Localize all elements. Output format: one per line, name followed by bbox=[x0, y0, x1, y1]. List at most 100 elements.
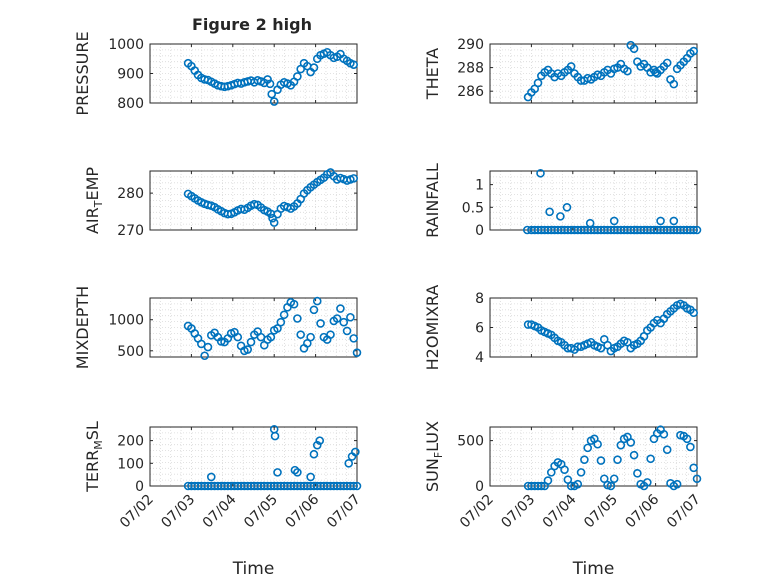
data-point bbox=[669, 216, 679, 226]
data-point bbox=[580, 455, 589, 464]
y-tick-label: 270 bbox=[117, 223, 144, 239]
data-point bbox=[599, 474, 609, 484]
data-point bbox=[593, 439, 602, 449]
data-point bbox=[566, 62, 576, 71]
x-tick-label: 07/04 bbox=[540, 491, 580, 531]
data-point bbox=[606, 481, 616, 491]
axes-background bbox=[150, 427, 357, 486]
subplot-7: 07/02 07/03 07/04 07/05 07/06 07/07 0 100 200 TER… bbox=[83, 421, 364, 579]
data-point bbox=[349, 481, 358, 491]
x-tick-label: 07/05 bbox=[241, 492, 281, 532]
data-point bbox=[556, 212, 565, 221]
data-point bbox=[279, 310, 289, 320]
data-point bbox=[312, 440, 322, 450]
data-point bbox=[289, 299, 299, 309]
y-tick-label: 6 bbox=[475, 321, 484, 337]
y-tick-label: 280 bbox=[117, 186, 144, 202]
x-tick-label: 07/02 bbox=[457, 492, 497, 532]
data-point bbox=[662, 445, 672, 454]
data-point bbox=[270, 431, 280, 441]
y-tick-label: 100 bbox=[117, 456, 144, 472]
data-point bbox=[206, 472, 216, 482]
data-point bbox=[233, 332, 243, 342]
data-point bbox=[351, 447, 360, 457]
data-point bbox=[266, 332, 276, 342]
data-point bbox=[276, 317, 286, 327]
data-point bbox=[585, 218, 595, 228]
data-point bbox=[546, 468, 556, 477]
data-point bbox=[197, 339, 206, 349]
y-tick-label: 0 bbox=[135, 479, 144, 495]
data-point bbox=[689, 46, 698, 56]
data-point bbox=[533, 78, 543, 88]
data-point bbox=[633, 468, 642, 478]
data-point bbox=[692, 474, 702, 484]
axes-box bbox=[149, 170, 358, 231]
y-axis-label: H2OMIXRA bbox=[423, 285, 442, 371]
data-point bbox=[626, 438, 636, 447]
y-tick-label: 4 bbox=[475, 350, 484, 366]
y-tick-label: 200 bbox=[117, 434, 144, 450]
y-tick-label: 288 bbox=[457, 61, 484, 77]
subplot-8: 07/02 07/03 07/04 07/05 07/06 07/07 0 500 SUNFLU… bbox=[423, 421, 704, 579]
data-point bbox=[309, 449, 319, 459]
x-tick-label: 07/07 bbox=[324, 492, 364, 532]
data-point bbox=[342, 326, 352, 336]
y-axis-label: TERRMSL bbox=[83, 421, 105, 493]
data-point bbox=[312, 296, 322, 306]
data-point bbox=[306, 472, 315, 482]
data-point bbox=[643, 478, 652, 487]
axes-box bbox=[489, 426, 698, 487]
axes-box bbox=[149, 297, 358, 358]
figure-title: Figure 2 high bbox=[192, 15, 312, 34]
x-tick-label: 07/07 bbox=[664, 492, 704, 532]
data-point bbox=[315, 436, 325, 445]
y-tick-label: 500 bbox=[457, 434, 484, 450]
data-point bbox=[543, 476, 553, 485]
data-point bbox=[349, 334, 358, 343]
y-axis-label: RAINFALL bbox=[423, 163, 442, 238]
data-point bbox=[583, 443, 593, 453]
data-point bbox=[352, 348, 362, 357]
axes-background bbox=[150, 298, 357, 357]
data-point bbox=[243, 345, 253, 354]
data-point bbox=[296, 330, 305, 339]
data-point bbox=[200, 351, 209, 361]
data-point bbox=[203, 342, 213, 352]
data-point bbox=[250, 199, 259, 209]
data-point bbox=[293, 72, 302, 81]
data-point bbox=[689, 463, 698, 473]
data-point bbox=[273, 468, 282, 477]
data-point bbox=[560, 465, 569, 474]
data-point bbox=[293, 314, 302, 323]
x-tick-label: 07/06 bbox=[283, 491, 323, 531]
data-point bbox=[596, 456, 606, 465]
subplot-1: 800 900 1000 PRESSURE bbox=[73, 31, 358, 116]
y-tick-label: 0.5 bbox=[462, 200, 484, 216]
data-point bbox=[562, 203, 572, 212]
data-point bbox=[689, 225, 698, 235]
data-point bbox=[316, 319, 325, 328]
data-point bbox=[346, 312, 355, 322]
y-axis-label: THETA bbox=[423, 48, 442, 100]
data-point bbox=[269, 218, 279, 227]
y-tick-label: 1000 bbox=[108, 37, 144, 53]
data-point bbox=[656, 216, 665, 226]
y-tick-label: 900 bbox=[117, 67, 144, 83]
data-point bbox=[682, 434, 692, 444]
x-tick-label: 07/06 bbox=[623, 491, 663, 531]
data-point bbox=[537, 481, 546, 491]
data-point bbox=[339, 317, 349, 327]
data-point bbox=[689, 308, 698, 318]
subplot-3: 270 280 AIRTEMP bbox=[83, 167, 358, 239]
data-point bbox=[263, 75, 272, 84]
x-tick-label: 07/03 bbox=[498, 492, 538, 532]
data-point bbox=[609, 216, 619, 226]
data-point bbox=[309, 63, 319, 72]
data-point bbox=[573, 479, 583, 489]
data-point bbox=[616, 440, 626, 450]
y-tick-label: 8 bbox=[475, 291, 484, 307]
data-point bbox=[268, 213, 277, 223]
axes-box bbox=[489, 43, 698, 104]
data-point bbox=[349, 60, 358, 69]
